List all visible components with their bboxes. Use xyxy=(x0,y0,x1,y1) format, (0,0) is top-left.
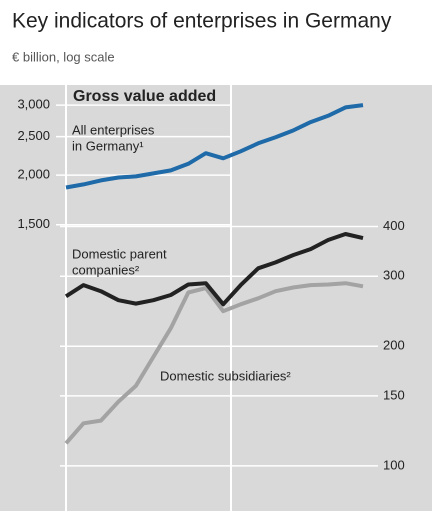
y2-tick-label: 200 xyxy=(383,338,405,353)
data-line xyxy=(64,232,364,307)
y2-tick-label: 400 xyxy=(383,218,405,233)
y2-tick-label: 300 xyxy=(383,268,405,283)
annotation: companies² xyxy=(72,262,140,277)
annotation: Gross value added xyxy=(73,88,216,105)
data-line xyxy=(65,103,364,190)
y-tick-label: 3,000 xyxy=(17,97,50,112)
annotation: in Germany¹ xyxy=(72,138,144,153)
annotation: Domestic parent xyxy=(72,246,167,261)
y2-tick-label: 150 xyxy=(383,387,405,402)
chart-title: Key indicators of enterprises in Germany xyxy=(12,10,392,33)
chart-subtitle: € billion, log scale xyxy=(12,49,115,64)
data-line xyxy=(64,281,364,445)
annotation: All enterprises xyxy=(72,122,155,137)
y2-tick-label: 100 xyxy=(383,457,405,472)
y-tick-label: 2,000 xyxy=(17,167,50,182)
y-tick-label: 2,500 xyxy=(17,128,50,143)
y-tick-label: 1,500 xyxy=(17,216,50,231)
annotation: Domestic subsidiaries² xyxy=(160,368,291,383)
